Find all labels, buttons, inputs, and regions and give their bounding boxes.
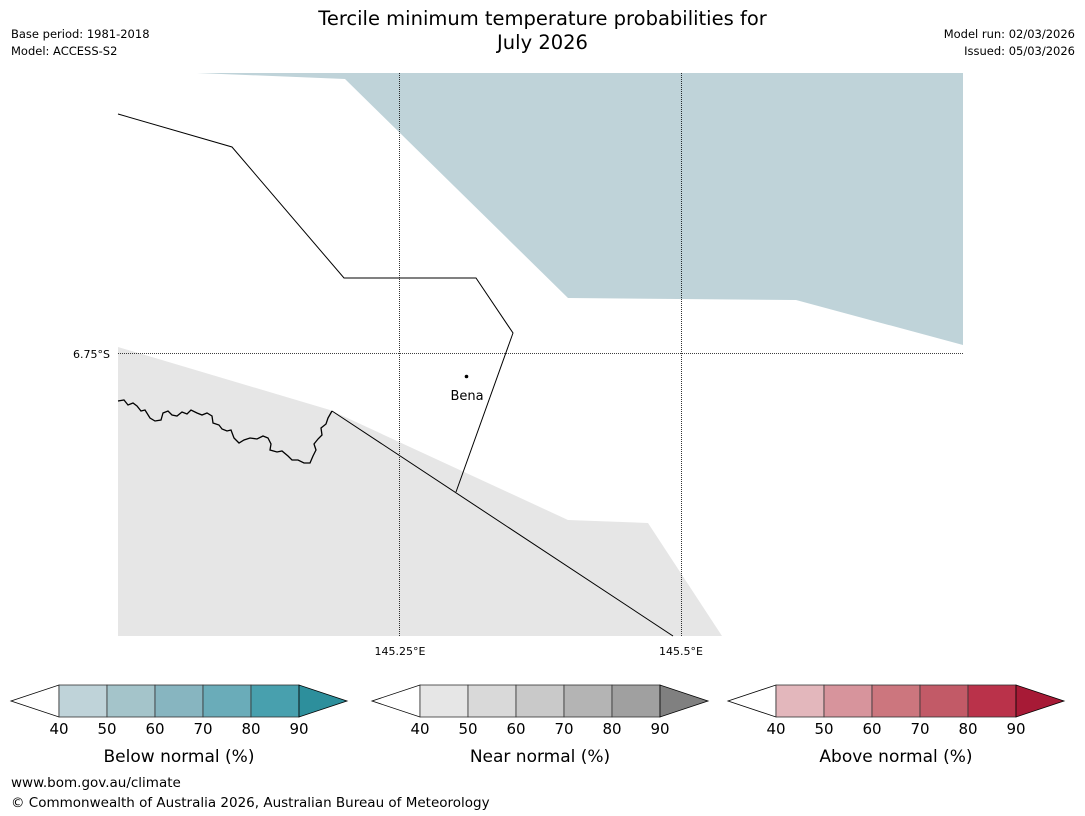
meta-left: Base period: 1981-2018 Model: ACCESS-S2 [11, 26, 150, 60]
legend-below-tick: 40 [49, 720, 68, 738]
legend-below-tick: 90 [289, 720, 308, 738]
legend-near-tick: 50 [458, 720, 477, 738]
legend-near-under-arrow [370, 684, 421, 718]
legend-below-tick: 60 [145, 720, 164, 738]
base-period: Base period: 1981-2018 [11, 27, 150, 41]
legend-above-bin [871, 684, 921, 718]
legend-near-bin [611, 684, 661, 718]
near-normal-region [118, 347, 722, 636]
legend-above-bin [919, 684, 969, 718]
lon-label-145-25: 145.25°E [375, 645, 426, 658]
legend-near-tick: 90 [650, 720, 669, 738]
legend-below-bin [154, 684, 204, 718]
legend-above-tick: 40 [766, 720, 785, 738]
legend-above-under-arrow [726, 684, 777, 718]
legend-below-tick: 80 [241, 720, 260, 738]
legend-above-bin [775, 684, 825, 718]
legend-near-over-arrow [659, 684, 710, 718]
legend-above-tick: 50 [814, 720, 833, 738]
below-normal-region [197, 73, 963, 345]
legend-below-bin [202, 684, 252, 718]
legend-above-tick: 70 [910, 720, 929, 738]
lon-label-145-5: 145.5°E [659, 645, 703, 658]
province-boundary-south [331, 410, 674, 637]
model-run: Model run: 02/03/2026 [943, 27, 1075, 41]
legend-near-tick: 60 [506, 720, 525, 738]
map-panel: Bena 6.75°S 145.25°E 145.5°E [73, 73, 963, 658]
bena-marker [464, 374, 469, 379]
legend-above-bin [823, 684, 873, 718]
legend-below-tick: 50 [97, 720, 116, 738]
legend-near-bin [515, 684, 565, 718]
meta-right: Model run: 02/03/2026 Issued: 05/03/2026 [944, 26, 1075, 60]
model-name: Model: ACCESS-S2 [11, 44, 118, 58]
legend-near-bin [563, 684, 613, 718]
province-boundary [117, 113, 514, 493]
issued-date: Issued: 05/03/2026 [964, 44, 1075, 58]
legend-near-tick: 40 [410, 720, 429, 738]
legend-above-tick: 90 [1006, 720, 1025, 738]
legend-near-tick: 80 [602, 720, 621, 738]
legend-below-under-arrow [9, 684, 60, 718]
legend-near-label: Near normal (%) [470, 747, 610, 767]
map-title: Tercile minimum temperature probabilitie… [318, 7, 767, 54]
coastline [117, 399, 333, 464]
legend-near-tick: 70 [554, 720, 573, 738]
bena-label: Bena [450, 389, 483, 404]
footer-copyright: © Commonwealth of Australia 2026, Austra… [11, 795, 490, 811]
legend-above-tick: 80 [958, 720, 977, 738]
lat-label: 6.75°S [73, 348, 110, 361]
legend-above-label: Above normal (%) [819, 747, 972, 767]
legend-near-bin [467, 684, 517, 718]
legend-near-bin [419, 684, 469, 718]
legend-below-over-arrow [298, 684, 349, 718]
legend-below-label: Below normal (%) [104, 747, 255, 767]
legend-above-tick: 60 [862, 720, 881, 738]
legend-below-bin [250, 684, 300, 718]
legend-above-over-arrow [1015, 684, 1066, 718]
legend-below-tick: 70 [193, 720, 212, 738]
legend-area: 40 50 60 70 80 90 Below normal (%) 40 50 60 70 80 90… [9, 684, 1066, 767]
legend-below-bin [106, 684, 156, 718]
legend-above-bin [967, 684, 1017, 718]
footer-url: www.bom.gov.au/climate [11, 775, 181, 791]
legend-below-bin [58, 684, 108, 718]
